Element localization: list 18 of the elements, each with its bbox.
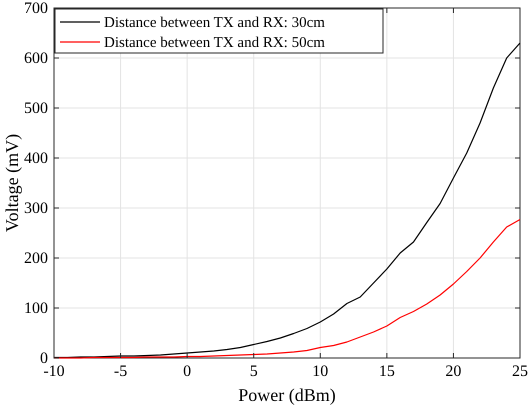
x-tick-label: 5	[250, 363, 258, 380]
legend-label: Distance between TX and RX: 30cm	[104, 15, 326, 31]
x-tick-label: 20	[445, 363, 462, 380]
y-tick-label: 200	[24, 250, 48, 267]
y-tick-label: 400	[24, 150, 48, 167]
x-tick-label: -5	[114, 363, 128, 380]
x-tick-label: 15	[378, 363, 395, 380]
y-axis-title: Voltage (mV)	[2, 134, 22, 232]
y-tick-label: 100	[24, 300, 48, 317]
y-tick-label: 700	[24, 0, 48, 17]
y-tick-label: 600	[24, 50, 48, 67]
y-tick-label: 500	[24, 100, 48, 117]
x-axis-title: Power (dBm)	[238, 385, 336, 405]
y-tick-label: 300	[24, 200, 48, 217]
legend-label: Distance between TX and RX: 50cm	[104, 35, 326, 51]
x-tick-label: 10	[312, 363, 328, 380]
x-tick-label: 0	[183, 363, 192, 380]
x-tick-label: 25	[512, 363, 528, 380]
